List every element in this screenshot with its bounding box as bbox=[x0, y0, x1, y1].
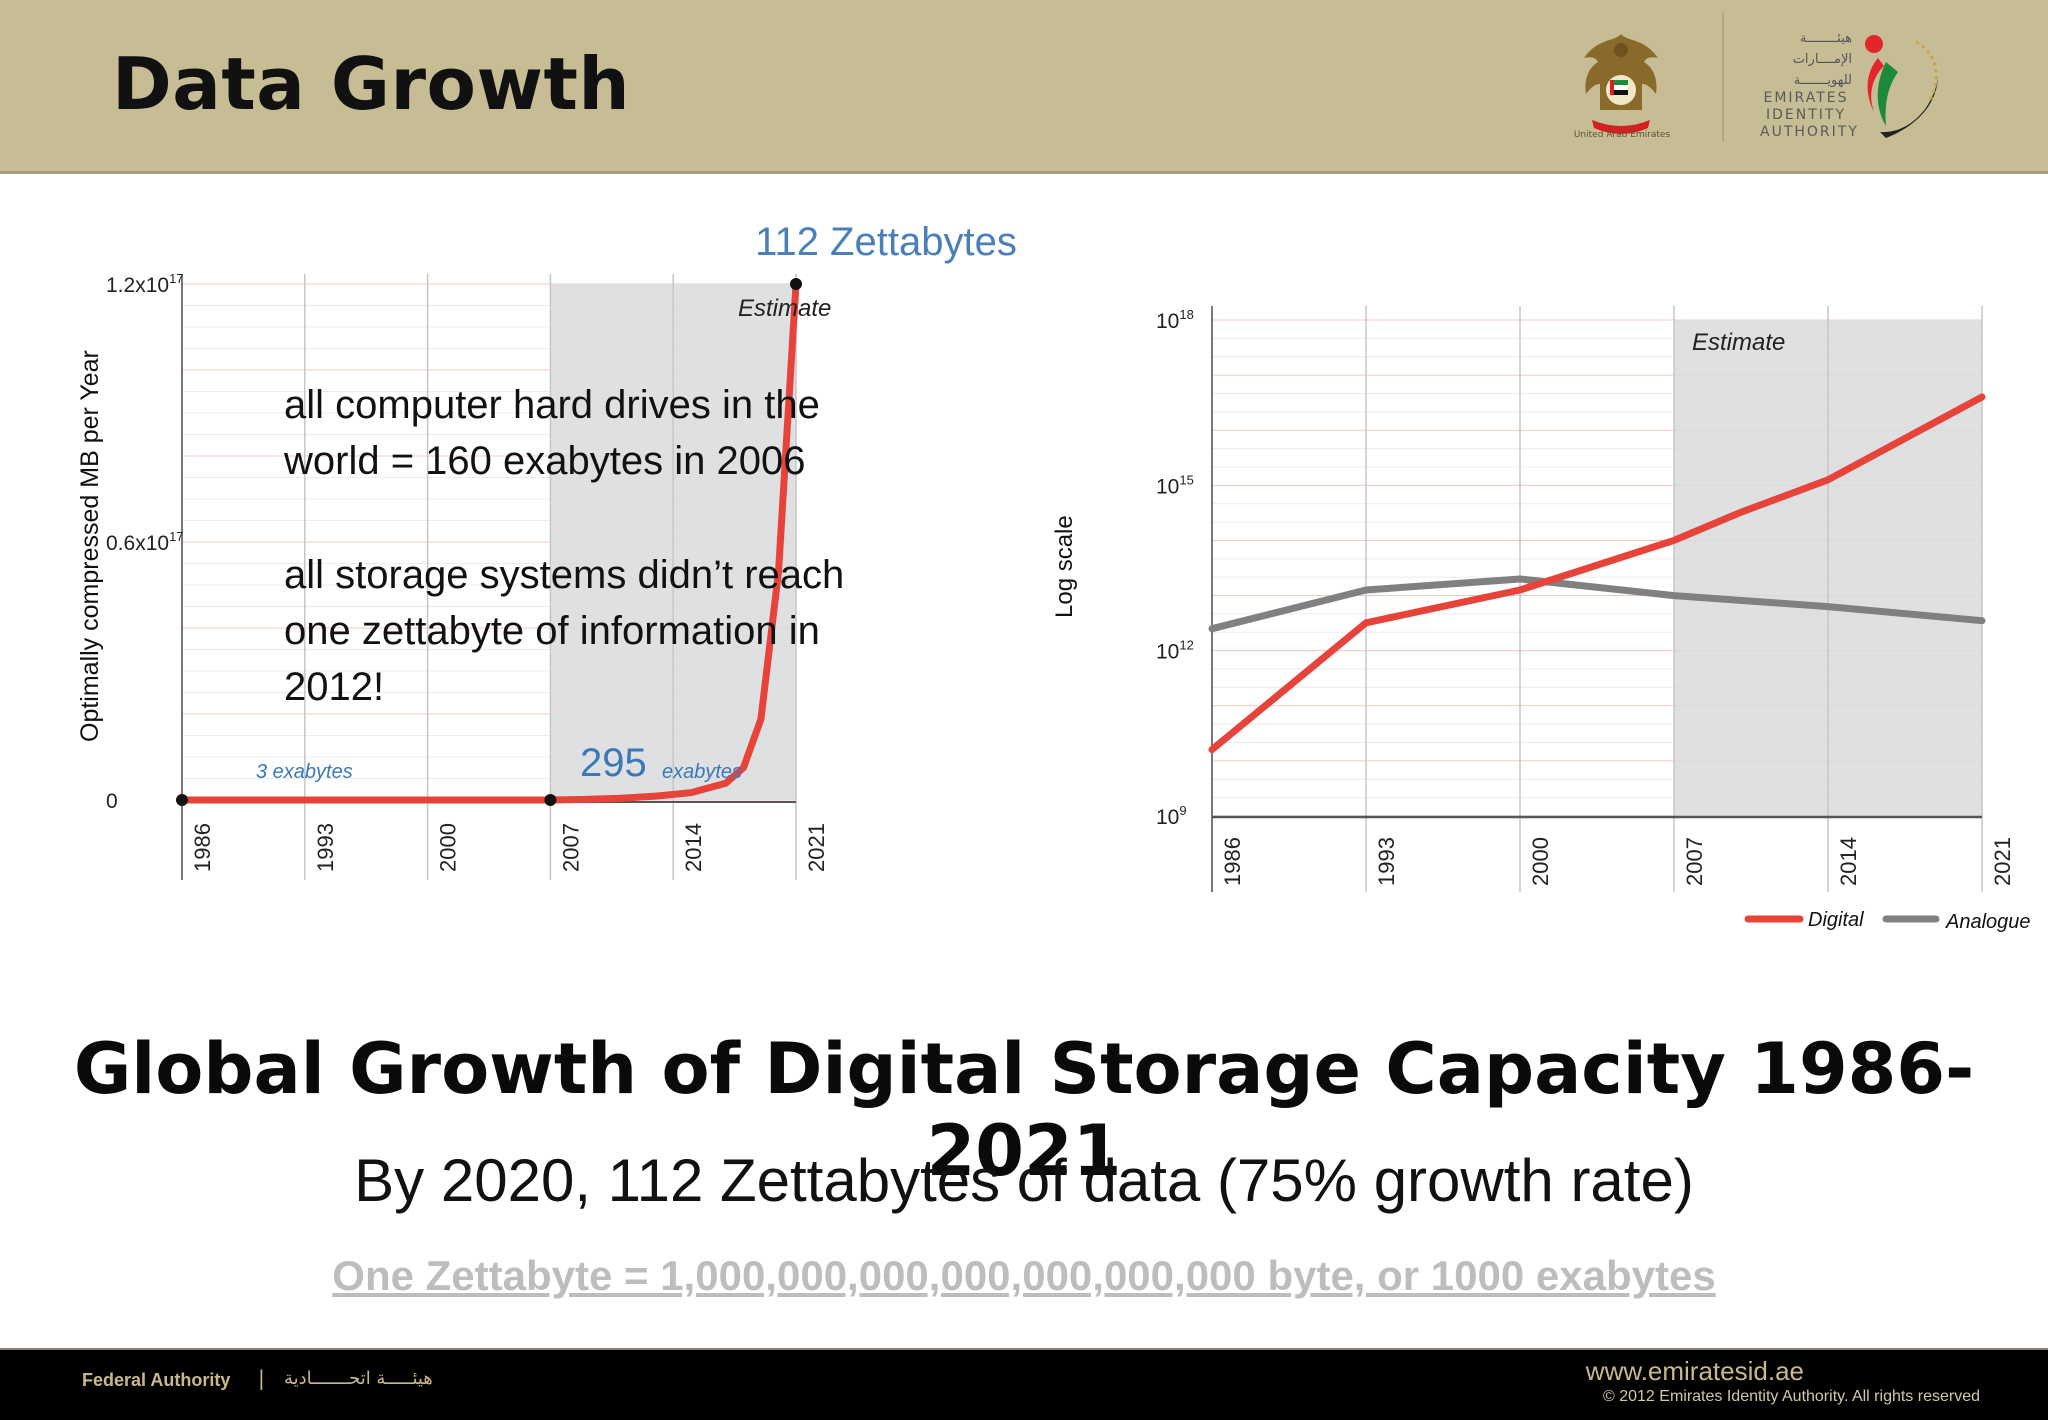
x-tick-label: 2007 bbox=[558, 823, 583, 872]
y-tick-label: 0 bbox=[106, 790, 118, 813]
main-heading: Global Growth of Digital Storage Capacit… bbox=[73, 1028, 1975, 1192]
eida-english-line: IDENTITY bbox=[1765, 107, 1846, 123]
footer-copyright: © 2012 Emirates Identity Authority. All … bbox=[1603, 1388, 1980, 1405]
data-point bbox=[176, 794, 188, 806]
x-tick-label: 2021 bbox=[804, 823, 829, 872]
chart-legend: Digital Analogue bbox=[1744, 909, 2031, 933]
y-tick-label: 1012 bbox=[1156, 638, 1194, 664]
x-tick-label: 2007 bbox=[1682, 837, 1707, 886]
log-scale-chart: 1986 1993 2000 2007 2014 2021 109 1012 1015 1018… bbox=[1156, 306, 2031, 933]
linear-growth-chart: 1986 1993 2000 2007 2014 2021 0 0.6x1017 1.2x10… bbox=[76, 220, 1078, 880]
left-chart-estimate-label: Estimate bbox=[738, 295, 831, 322]
x-tick-label: 1993 bbox=[1374, 837, 1399, 886]
data-point bbox=[544, 794, 557, 806]
legend-analogue-label: Analogue bbox=[1945, 911, 2031, 933]
eida-arabic-line: هيئــــــــة bbox=[1799, 31, 1852, 46]
left-chart-points bbox=[176, 278, 802, 806]
left-chart-x-ticks: 1986 1993 2000 2007 2014 2021 bbox=[190, 823, 829, 872]
x-tick-label: 1986 bbox=[1220, 837, 1245, 886]
left-chart-title: 112 Zettabytes bbox=[755, 220, 1017, 264]
y-tick-label: 109 bbox=[1156, 803, 1187, 829]
y-tick-label: 1.2x1017 bbox=[106, 271, 184, 297]
left-chart-y-label: Optimally compressed MB per Year bbox=[76, 350, 104, 742]
left-chart-y-ticks: 0 0.6x1017 1.2x1017 bbox=[106, 271, 184, 813]
data-point bbox=[790, 278, 802, 290]
x-tick-label: 2014 bbox=[681, 823, 706, 872]
x-tick-label: 2014 bbox=[1836, 837, 1861, 886]
eida-english-name: EMIRATES IDENTITY AUTHORITY bbox=[1760, 90, 1859, 141]
x-tick-label: 1993 bbox=[313, 823, 338, 872]
emblem-caption: United Arab Emirates bbox=[1573, 130, 1671, 140]
x-tick-label: 2000 bbox=[436, 823, 461, 872]
x-tick-label: 2000 bbox=[1528, 837, 1553, 886]
storage-growth-line bbox=[178, 280, 800, 804]
sub-heading: By 2020, 112 Zettabytes of data (75% gro… bbox=[354, 1147, 1694, 1214]
annotation-note-line: world = 160 exabytes in 2006 bbox=[283, 439, 805, 483]
eida-arabic-name: هيئــــــــة الإمــــارات للهويـــــــة bbox=[1760, 28, 1852, 91]
eida-arabic-line: للهويـــــــة bbox=[1793, 73, 1852, 88]
slide-footer: Federal Authority | هيئـــــة اتحـــــــ… bbox=[0, 1348, 2048, 1420]
annotation-note-line: all storage systems didn’t reach bbox=[284, 553, 844, 597]
log-scale-label: Log scale bbox=[1051, 515, 1078, 618]
footer-separator: | bbox=[258, 1366, 265, 1390]
zettabyte-definition-link[interactable]: One Zettabyte = 1,000,000,000,000,000,00… bbox=[332, 1252, 1716, 1299]
footer-website-link[interactable]: www.emiratesid.ae bbox=[1585, 1356, 1804, 1386]
x-tick-label: 2021 bbox=[1990, 837, 2015, 886]
header-divider bbox=[1722, 12, 1724, 142]
right-chart-x-ticks: 1986 1993 2000 2007 2014 2021 bbox=[1220, 837, 2015, 886]
annotation-1986-label: 3 exabytes bbox=[256, 761, 353, 783]
analogue-series-line bbox=[1208, 575, 1986, 633]
annotation-note-line: 2012! bbox=[284, 665, 384, 709]
x-tick-label: 1986 bbox=[190, 823, 215, 872]
annotation-note-line: all computer hard drives in the bbox=[284, 383, 820, 427]
eida-logo-icon bbox=[1865, 35, 1938, 138]
annotation-note-line: one zettabyte of information in bbox=[284, 609, 820, 653]
footer-authority-en: Federal Authority bbox=[82, 1370, 231, 1390]
annotation-2007-number: 295 bbox=[580, 741, 647, 785]
y-tick-label: 1015 bbox=[1156, 472, 1194, 498]
eida-english-line: EMIRATES bbox=[1763, 90, 1849, 106]
page-title: Data Growth bbox=[112, 42, 631, 126]
uae-emblem-icon bbox=[1584, 34, 1658, 134]
footer-authority-ar: هيئـــــة اتحـــــــادية bbox=[284, 1368, 433, 1389]
eida-arabic-line: الإمــــارات bbox=[1792, 52, 1852, 67]
right-chart-y-ticks: 109 1012 1015 1018 bbox=[1156, 307, 1194, 829]
legend-digital-label: Digital bbox=[1808, 909, 1864, 931]
slide-header: Data Growth United Arab Emirates هيئــــ… bbox=[0, 0, 2048, 174]
right-chart-estimate-label: Estimate bbox=[1692, 329, 1785, 356]
y-tick-label: 0.6x1017 bbox=[106, 529, 184, 555]
eida-english-line: AUTHORITY bbox=[1760, 124, 1859, 140]
y-tick-label: 1018 bbox=[1156, 307, 1194, 333]
digital-series-line bbox=[1208, 393, 1986, 754]
annotation-2007-unit: exabytes bbox=[662, 761, 742, 783]
